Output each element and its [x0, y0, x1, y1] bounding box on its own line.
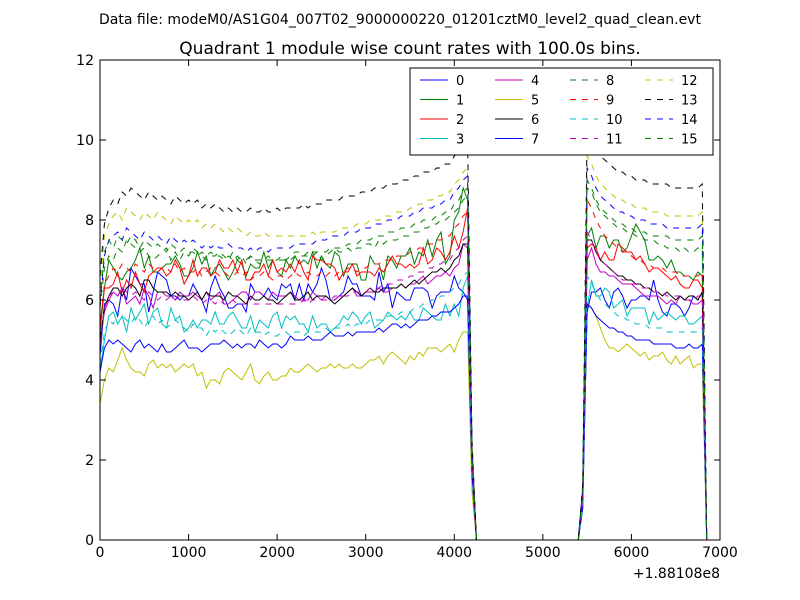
- x-tick-label: 3000: [348, 545, 384, 561]
- x-offset-label: +1.88108e8: [633, 566, 720, 582]
- series-line-9: [99, 198, 708, 541]
- x-tick-label: 2000: [259, 545, 295, 561]
- series-line-5: [99, 302, 708, 541]
- legend-label-0: 0: [456, 74, 464, 89]
- legend-label-11: 11: [606, 133, 623, 148]
- x-tick-label: 6000: [614, 545, 650, 561]
- series-line-0: [99, 266, 708, 541]
- legend-label-13: 13: [681, 94, 698, 109]
- y-tick-label: 10: [76, 133, 94, 149]
- legend-label-1: 1: [456, 94, 464, 109]
- y-tick-label: 12: [76, 53, 94, 69]
- series-line-1: [99, 186, 708, 541]
- legend-label-9: 9: [606, 94, 614, 109]
- legend-label-14: 14: [681, 113, 698, 128]
- x-tick-label: 1000: [171, 545, 207, 561]
- y-tick-label: 4: [85, 373, 94, 389]
- x-tick-label: 0: [96, 545, 105, 561]
- y-tick-label: 2: [85, 453, 94, 469]
- y-tick-label: 6: [85, 293, 94, 309]
- legend-label-5: 5: [531, 94, 539, 109]
- series-line-15: [99, 178, 708, 541]
- series-line-8: [99, 186, 708, 541]
- chart-title: Quadrant 1 module wise count rates with …: [179, 39, 640, 59]
- x-tick-label: 7000: [702, 545, 738, 561]
- legend-label-10: 10: [606, 113, 623, 128]
- plot-lines: [99, 126, 708, 541]
- figure-suptitle: Data file: modeM0/AS1G04_007T02_90000002…: [99, 12, 701, 28]
- y-tick-label: 8: [85, 213, 94, 229]
- y-tick-label: 0: [85, 533, 94, 549]
- legend-label-15: 15: [681, 133, 698, 148]
- legend-label-4: 4: [531, 74, 539, 89]
- legend-label-3: 3: [456, 133, 464, 148]
- series-line-14: [99, 166, 708, 541]
- legend-label-6: 6: [531, 113, 539, 128]
- series-line-2: [99, 207, 708, 541]
- x-tick-label: 4000: [436, 545, 472, 561]
- x-tick-label: 5000: [525, 545, 561, 561]
- series-line-3: [99, 275, 708, 541]
- x-axis: 0 1000 2000 3000 4000 5000 6000 7000: [96, 60, 738, 561]
- series-line-11: [99, 230, 708, 541]
- series-line-12: [99, 154, 708, 541]
- legend-label-7: 7: [531, 133, 539, 148]
- series-line-13: [99, 126, 708, 541]
- series-line-10: [99, 270, 708, 541]
- legend-label-12: 12: [681, 74, 698, 89]
- series-line-6: [99, 239, 708, 541]
- series-line-7: [99, 295, 708, 541]
- legend-label-8: 8: [606, 74, 614, 89]
- legend-label-2: 2: [456, 113, 464, 128]
- legend-box: [409, 67, 714, 156]
